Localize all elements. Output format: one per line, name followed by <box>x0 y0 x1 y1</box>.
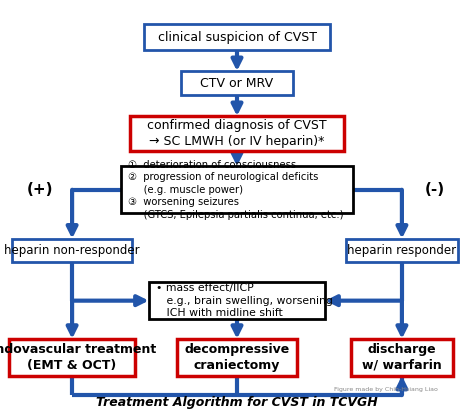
FancyBboxPatch shape <box>177 339 297 376</box>
Text: discharge
w/ warfarin: discharge w/ warfarin <box>362 343 442 372</box>
Text: endovascular treatment
(EMT & OCT): endovascular treatment (EMT & OCT) <box>0 343 157 372</box>
Text: clinical suspicion of CVST: clinical suspicion of CVST <box>157 31 317 44</box>
Text: CTV or MRV: CTV or MRV <box>201 77 273 90</box>
FancyBboxPatch shape <box>346 239 457 262</box>
Text: heparin responder: heparin responder <box>347 244 456 257</box>
FancyBboxPatch shape <box>144 24 330 50</box>
FancyBboxPatch shape <box>149 282 325 319</box>
Text: ①  deterioration of consciousness
②  progression of neurological deficits
     (: ① deterioration of consciousness ② progr… <box>128 160 343 220</box>
Text: confirmed diagnosis of CVST
→ SC LMWH (or IV heparin)*: confirmed diagnosis of CVST → SC LMWH (o… <box>147 119 327 148</box>
Text: heparin non-responder: heparin non-responder <box>4 244 140 257</box>
Text: Treatment Algorithm for CVST in TCVGH: Treatment Algorithm for CVST in TCVGH <box>96 396 378 409</box>
Text: (-): (-) <box>424 182 445 197</box>
FancyBboxPatch shape <box>181 71 293 95</box>
FancyBboxPatch shape <box>130 116 344 151</box>
FancyBboxPatch shape <box>12 239 132 262</box>
Text: • mass effect/IICP
   e.g., brain swelling, worsening
   ICH with midline shift: • mass effect/IICP e.g., brain swelling,… <box>155 283 333 318</box>
FancyBboxPatch shape <box>351 339 453 376</box>
Text: Figure made by Chih-Hsiang Liao: Figure made by Chih-Hsiang Liao <box>334 387 438 392</box>
Text: decompressive
craniectomy: decompressive craniectomy <box>184 343 290 372</box>
FancyBboxPatch shape <box>121 166 353 213</box>
Text: (+): (+) <box>27 182 53 197</box>
FancyBboxPatch shape <box>9 339 135 376</box>
